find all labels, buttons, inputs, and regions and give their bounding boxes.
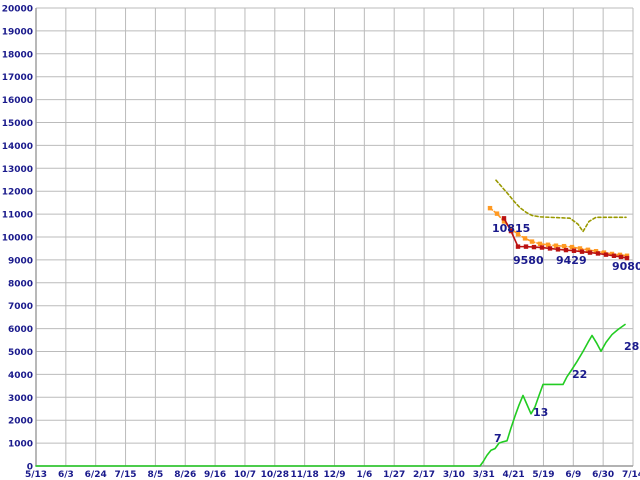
y-axis-tick-label: 19000 <box>2 27 33 37</box>
data-point-marker <box>624 255 630 261</box>
x-axis-tick-label: 7/15 <box>115 470 137 480</box>
data-point-marker <box>531 244 537 250</box>
y-axis-tick-label: 2000 <box>8 417 33 427</box>
data-point-marker <box>494 211 500 216</box>
data-point-marker <box>547 246 553 251</box>
y-axis-tick-label: 1000 <box>8 440 33 450</box>
x-axis-tick-label: 1/27 <box>383 470 405 480</box>
x-axis-tick-label: 3/31 <box>473 470 495 480</box>
data-point-marker <box>563 247 569 253</box>
data-point-marker <box>579 249 585 254</box>
data-point-marker <box>529 239 535 244</box>
data-point-marker <box>487 205 493 211</box>
data-point-label: 10815 <box>492 222 530 235</box>
y-axis-tick-label: 15000 <box>2 119 33 129</box>
data-point-marker <box>545 242 551 247</box>
x-axis-tick-label: 8/26 <box>174 470 196 480</box>
x-axis-tick-label: 10/7 <box>234 470 256 480</box>
data-point-marker <box>555 247 561 252</box>
data-point-label: 7 <box>494 432 502 445</box>
x-axis-tick-label: 2/17 <box>413 470 435 480</box>
y-axis-tick-label: 10000 <box>2 234 33 244</box>
data-point-marker <box>611 253 617 258</box>
y-axis-tick-label: 3000 <box>8 394 33 404</box>
x-axis-tick-label: 9/16 <box>204 470 226 480</box>
y-axis-tick-label: 6000 <box>8 325 33 335</box>
x-axis-tick-label: 4/21 <box>503 470 525 480</box>
data-point-marker <box>537 241 543 247</box>
data-point-label: 28 <box>624 340 639 353</box>
y-axis-tick-label: 16000 <box>2 96 33 106</box>
data-point-label: 9080 <box>612 260 640 273</box>
x-axis-tick-label: 5/19 <box>532 470 554 480</box>
series-line-green-series <box>35 323 626 467</box>
series-line-olive-series <box>495 179 627 233</box>
y-axis-tick-label: 9000 <box>8 256 33 266</box>
data-point-marker <box>561 243 567 249</box>
data-point-marker <box>618 254 624 260</box>
y-axis-tick-label: 5000 <box>8 348 33 358</box>
y-axis-tick-label: 4000 <box>8 371 33 381</box>
data-point-label: 9580 <box>513 254 544 267</box>
data-point-marker <box>553 243 559 248</box>
y-axis-tick-label: 11000 <box>2 211 33 221</box>
x-axis-tick-label: 10/28 <box>261 470 289 480</box>
data-point-marker <box>569 244 575 250</box>
x-axis-tick-label: 12/9 <box>323 470 345 480</box>
data-point-label: 9429 <box>556 254 587 267</box>
y-axis-tick-label: 14000 <box>2 142 33 152</box>
data-point-marker <box>515 244 521 249</box>
x-axis-tick-label: 6/9 <box>565 470 581 480</box>
y-axis-tick-label: 12000 <box>2 188 33 198</box>
data-point-marker <box>595 251 601 256</box>
y-axis-tick-label: 8000 <box>8 279 33 289</box>
y-axis-tick-label: 0 <box>27 463 33 473</box>
x-axis-tick-label: 5/13 <box>25 470 47 480</box>
y-axis-tick-label: 7000 <box>8 302 33 312</box>
data-point-marker <box>515 232 521 237</box>
x-axis-tick-label: 11/18 <box>290 470 318 480</box>
x-axis-tick-label: 7/14 <box>622 470 640 480</box>
data-point-marker <box>523 244 529 249</box>
x-axis-tick-label: 6/30 <box>592 470 614 480</box>
data-point-label: 22 <box>572 368 587 381</box>
y-axis-tick-label: 17000 <box>2 73 33 83</box>
x-axis-tick-label: 6/24 <box>85 470 107 480</box>
x-axis-tick-label: 3/10 <box>443 470 465 480</box>
data-point-marker <box>587 250 593 255</box>
y-axis-tick-label: 18000 <box>2 50 33 60</box>
data-point-marker <box>539 245 545 250</box>
x-axis-tick-label: 6/3 <box>58 470 74 480</box>
data-point-marker <box>522 236 528 241</box>
data-point-label: 13 <box>533 406 548 419</box>
data-point-marker <box>603 252 609 257</box>
data-point-marker <box>501 216 507 221</box>
y-axis-tick-label: 20000 <box>2 5 33 15</box>
data-point-marker <box>508 228 514 234</box>
x-axis-tick-label: 1/6 <box>356 470 372 480</box>
x-axis-tick-label: 8/5 <box>147 470 163 480</box>
y-axis-tick-label: 13000 <box>2 165 33 175</box>
data-point-marker <box>571 248 577 253</box>
